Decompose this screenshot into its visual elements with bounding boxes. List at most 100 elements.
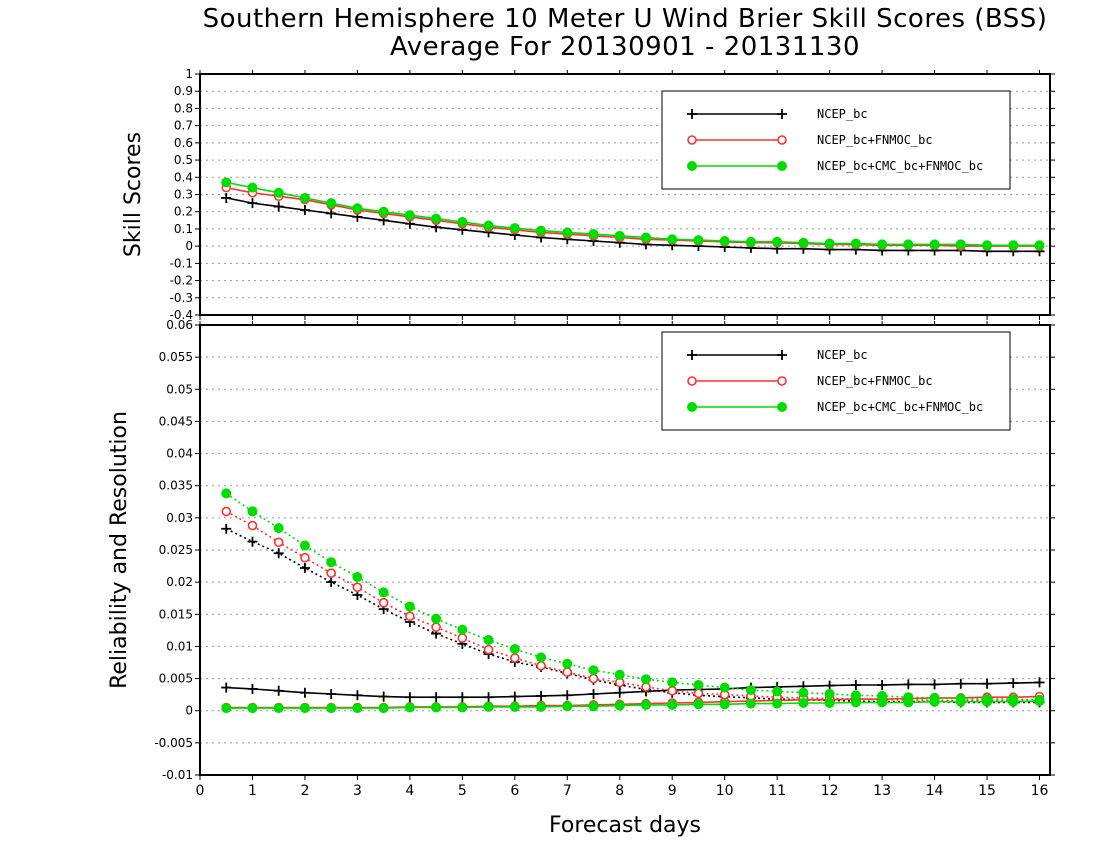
data-point-ncep-bc <box>273 201 284 212</box>
data-point-ncep-bc-cmc-bc-fnmoc-bc <box>509 701 520 712</box>
data-point-ncep-bc-cmc-bc-fnmoc-bc <box>982 694 993 705</box>
data-point-ncep-bc-cmc-bc-fnmoc-bc <box>221 177 232 188</box>
x-tick-label: 12 <box>821 783 839 799</box>
data-point-ncep-bc-cmc-bc-fnmoc-bc <box>798 237 809 248</box>
data-point-ncep-bc-cmc-bc-fnmoc-bc <box>431 613 442 624</box>
data-point-ncep-bc-cmc-bc-fnmoc-bc <box>326 198 337 209</box>
data-point-ncep-bc-cmc-bc-fnmoc-bc <box>640 674 651 685</box>
data-point-ncep-bc-cmc-bc-fnmoc-bc <box>955 693 966 704</box>
y-tick-label: 0.04 <box>166 447 193 461</box>
y-tick-label: 0.1 <box>174 222 193 236</box>
data-point-ncep-bc-cmc-bc-fnmoc-bc <box>247 506 258 517</box>
data-point-ncep-bc-cmc-bc-fnmoc-bc <box>903 692 914 703</box>
data-point-ncep-bc-fnmoc-bc <box>352 582 363 593</box>
data-point-ncep-bc-cmc-bc-fnmoc-bc <box>719 235 730 246</box>
data-point-ncep-bc-cmc-bc-fnmoc-bc <box>221 488 232 499</box>
y-tick-label: 0 <box>185 704 193 718</box>
data-point-ncep-bc-cmc-bc-fnmoc-bc <box>719 699 730 710</box>
data-point-ncep-bc-fnmoc-bc <box>457 633 468 643</box>
data-point-ncep-bc-fnmoc-bc <box>378 597 389 608</box>
x-tick-label: 2 <box>300 783 309 799</box>
x-tick-label: 4 <box>405 783 414 799</box>
y-tick-label: 0.4 <box>174 170 193 184</box>
data-point-ncep-bc-fnmoc-bc <box>405 611 415 622</box>
x-tick-label: 9 <box>668 783 677 799</box>
data-point-ncep-bc <box>877 680 888 690</box>
data-point-ncep-bc-cmc-bc-fnmoc-bc <box>824 689 835 699</box>
data-point-ncep-bc-cmc-bc-fnmoc-bc <box>483 220 494 231</box>
x-tick-label: 11 <box>768 783 786 799</box>
y-tick-label: 0.2 <box>174 205 193 219</box>
data-point-ncep-bc-cmc-bc-fnmoc-bc <box>588 229 599 240</box>
legend-marker <box>777 135 787 145</box>
y-tick-label: -0.005 <box>154 736 193 750</box>
data-point-ncep-bc <box>273 548 284 559</box>
data-point-ncep-bc-fnmoc-bc <box>326 568 336 578</box>
data-point-ncep-bc <box>483 692 494 703</box>
data-point-ncep-bc <box>221 682 232 693</box>
data-point-ncep-bc-cmc-bc-fnmoc-bc <box>431 702 442 713</box>
data-point-ncep-bc-cmc-bc-fnmoc-bc <box>955 239 966 250</box>
chart-title-line2: Average For 20130901 - 20131130 <box>389 32 860 62</box>
plot-frame <box>199 324 1051 776</box>
y-tick-label: 0.055 <box>159 350 193 364</box>
data-point-ncep-bc <box>404 692 415 703</box>
data-point-ncep-bc-cmc-bc-fnmoc-bc <box>798 698 809 708</box>
data-point-ncep-bc <box>299 563 310 573</box>
y-tick-label: -0.3 <box>170 291 193 305</box>
data-point-ncep-bc-cmc-bc-fnmoc-bc <box>483 701 494 712</box>
data-point-ncep-bc-cmc-bc-fnmoc-bc <box>457 702 468 713</box>
data-point-ncep-bc <box>509 691 520 702</box>
data-point-ncep-bc <box>326 577 337 588</box>
data-point-ncep-bc-cmc-bc-fnmoc-bc <box>352 703 363 714</box>
data-point-ncep-bc-cmc-bc-fnmoc-bc <box>299 540 310 551</box>
y-tick-label: 0.9 <box>174 84 193 98</box>
data-point-ncep-bc-cmc-bc-fnmoc-bc <box>378 206 389 217</box>
data-point-ncep-bc-cmc-bc-fnmoc-bc <box>745 698 756 709</box>
data-point-ncep-bc-fnmoc-bc <box>273 537 284 548</box>
data-point-ncep-bc <box>221 523 232 534</box>
data-point-ncep-bc <box>824 680 835 691</box>
y-tick-label: 0.045 <box>159 414 193 428</box>
data-point-ncep-bc-fnmoc-bc <box>588 673 599 684</box>
legend-marker <box>687 376 697 386</box>
data-point-ncep-bc-cmc-bc-fnmoc-bc <box>667 234 678 245</box>
data-point-ncep-bc-cmc-bc-fnmoc-bc <box>221 703 232 714</box>
x-tick-label: 1 <box>248 783 257 799</box>
legend-marker <box>777 109 787 119</box>
y-tick-label: 0.015 <box>159 607 193 621</box>
data-point-ncep-bc-cmc-bc-fnmoc-bc <box>509 223 520 234</box>
data-point-ncep-bc-cmc-bc-fnmoc-bc <box>667 699 678 710</box>
y-tick-label: -0.1 <box>170 256 193 270</box>
data-point-ncep-bc-cmc-bc-fnmoc-bc <box>483 635 494 645</box>
data-point-ncep-bc <box>326 689 337 699</box>
y-tick-label: -0.2 <box>170 274 193 288</box>
data-point-ncep-bc-cmc-bc-fnmoc-bc <box>614 669 625 680</box>
data-point-ncep-bc <box>929 679 940 690</box>
data-point-ncep-bc <box>536 690 547 701</box>
data-point-ncep-bc-cmc-bc-fnmoc-bc <box>1008 240 1019 251</box>
legend-marker <box>687 135 697 145</box>
data-point-ncep-bc <box>1008 678 1019 689</box>
data-point-ncep-bc-cmc-bc-fnmoc-bc <box>1034 240 1045 251</box>
data-point-ncep-bc <box>299 204 310 215</box>
data-point-ncep-bc-cmc-bc-fnmoc-bc <box>877 690 888 701</box>
plot-frame <box>199 73 1051 316</box>
data-point-ncep-bc-cmc-bc-fnmoc-bc <box>667 677 678 688</box>
data-point-ncep-bc-fnmoc-bc <box>431 622 441 632</box>
data-point-ncep-bc-cmc-bc-fnmoc-bc <box>614 700 625 711</box>
data-point-ncep-bc <box>299 687 310 698</box>
data-point-ncep-bc-cmc-bc-fnmoc-bc <box>378 587 389 598</box>
data-point-ncep-bc-fnmoc-bc <box>510 653 520 663</box>
x-tick-label: 15 <box>978 783 996 799</box>
data-point-ncep-bc <box>850 680 861 690</box>
x-tick-label: 7 <box>563 783 572 799</box>
data-point-ncep-bc-cmc-bc-fnmoc-bc <box>404 210 415 221</box>
data-point-ncep-bc-cmc-bc-fnmoc-bc <box>536 225 547 236</box>
x-tick-label: 16 <box>1031 783 1049 799</box>
data-point-ncep-bc-cmc-bc-fnmoc-bc <box>1034 694 1045 705</box>
legend-marker <box>687 402 697 412</box>
data-point-ncep-bc-cmc-bc-fnmoc-bc <box>903 239 914 250</box>
data-point-ncep-bc-cmc-bc-fnmoc-bc <box>693 235 704 246</box>
legend-marker <box>777 376 787 386</box>
